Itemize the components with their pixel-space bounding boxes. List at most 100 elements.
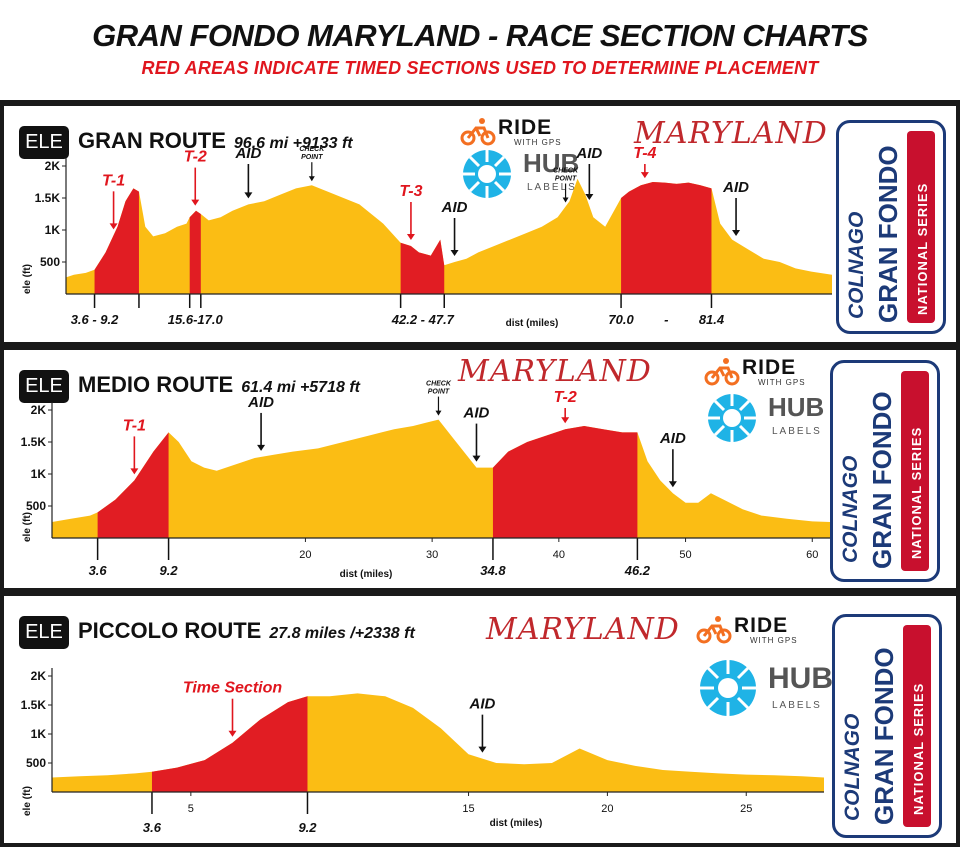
checkpoint-arrowhead-icon xyxy=(308,176,315,182)
range-label: - xyxy=(664,312,668,327)
gran-fondo-text: GRAN FONDO xyxy=(869,647,899,825)
ride-with-gps-logo: RIDE WITH GPS xyxy=(696,614,816,646)
cyclist-icon xyxy=(460,118,496,146)
y-tick-label: 500 xyxy=(40,255,60,269)
range-label: 42.2 - 47.7 xyxy=(391,312,455,327)
medio-route-panel: ELE MEDIO ROUTE 61.4 mi +5718 ft MARYLAND… xyxy=(4,350,956,588)
page-subtitle: RED AREAS INDICATE TIMED SECTIONS USED T… xyxy=(141,58,819,78)
hub-wheel-icon xyxy=(463,150,511,198)
y-tick-label: 1.5K xyxy=(21,435,47,449)
y-tick-label: 1K xyxy=(45,223,61,237)
aid-label: AID xyxy=(463,405,490,422)
x-tick-label: 30 xyxy=(426,549,438,561)
ride-logo-text: RIDE xyxy=(734,614,789,637)
timed-marker: T-1 xyxy=(102,172,125,230)
national-series-text: NATIONAL SERIES xyxy=(911,683,926,815)
timed-label: T-4 xyxy=(633,145,656,162)
range-label: 3.6 - 9.2 xyxy=(71,312,119,327)
aid-arrowhead-icon xyxy=(478,746,487,753)
y-tick-label: 2K xyxy=(31,403,47,417)
hub-logo-text: HUB xyxy=(523,148,580,178)
x-tick-label: 50 xyxy=(679,549,691,561)
timed-label: Time Section xyxy=(183,680,283,697)
page-title: GRAN FONDO MARYLAND - RACE SECTION CHART… xyxy=(92,18,868,53)
ride-logo-sub: WITH GPS xyxy=(750,636,798,645)
timed-section-area xyxy=(189,210,201,294)
route-stats: 61.4 mi +5718 ft xyxy=(241,379,360,396)
hub-logo-text: HUB xyxy=(768,392,825,422)
timed-section-area xyxy=(151,696,308,792)
ride-logo-text: RIDE xyxy=(742,356,797,379)
aid-marker: AID xyxy=(441,199,468,256)
checkpoint-label: POINT xyxy=(555,176,577,183)
aid-arrowhead-icon xyxy=(472,455,481,462)
x-tick-label: 40 xyxy=(553,549,565,561)
timed-label: T-2 xyxy=(554,389,577,406)
ride-logo-text: RIDE xyxy=(498,116,553,139)
timed-section-area xyxy=(400,239,445,294)
y-tick-label: 2K xyxy=(45,159,61,173)
x-tick-label: 60 xyxy=(806,549,818,561)
hub-logo-sub: LABELS xyxy=(772,700,822,711)
cyclist-icon xyxy=(704,358,740,386)
aid-arrowhead-icon xyxy=(244,192,253,199)
range-label: 46.2 xyxy=(624,563,651,578)
timed-section-area xyxy=(97,432,169,538)
hub-wheel-icon xyxy=(708,394,756,442)
cyclist-icon xyxy=(696,616,732,644)
timed-arrowhead-icon xyxy=(130,468,139,475)
x-tick-label: 5 xyxy=(188,803,194,815)
y-tick-label: 1K xyxy=(31,727,47,741)
aid-label: AID xyxy=(659,430,686,447)
aid-label: AID xyxy=(575,145,602,162)
route-title: MEDIO ROUTE 61.4 mi +5718 ft xyxy=(78,372,360,398)
y-axis-label: ele (ft) xyxy=(22,512,33,542)
hub-logo-text: HUB xyxy=(768,662,833,695)
hub-labels-logo: HUB LABELS xyxy=(704,390,824,450)
route-name: PICCOLO ROUTE xyxy=(78,618,262,643)
range-label: 34.8 xyxy=(480,563,506,578)
ele-badge: ELE xyxy=(19,126,69,159)
timed-label: T-2 xyxy=(184,149,207,166)
aid-arrowhead-icon xyxy=(257,444,266,451)
y-tick-label: 1.5K xyxy=(35,191,61,205)
route-stats: 96.6 mi +9133 ft xyxy=(233,135,353,152)
aid-label: AID xyxy=(469,696,496,713)
aid-marker: AID xyxy=(463,405,490,462)
aid-marker: AID xyxy=(469,696,496,753)
range-label: 81.4 xyxy=(699,312,725,327)
range-label: 9.2 xyxy=(160,563,179,578)
x-axis-label: dist (miles) xyxy=(490,818,543,829)
x-tick-label: 25 xyxy=(740,803,752,815)
hub-wheel-icon xyxy=(700,660,756,716)
y-tick-label: 500 xyxy=(26,499,46,513)
y-tick-label: 1.5K xyxy=(21,698,47,712)
timed-arrowhead-icon xyxy=(406,234,415,240)
y-tick-label: 1K xyxy=(31,467,47,481)
range-label: 15.6-17.0 xyxy=(168,312,224,327)
timed-arrowhead-icon xyxy=(561,417,570,424)
piccolo-elevation-chart: 500 1K 1.5K 2K 5 15 20 25 ele (ft) dist (miles) 3.… xyxy=(21,668,824,835)
ele-badge: ELE xyxy=(19,616,69,649)
gran-fondo-text: GRAN FONDO xyxy=(867,391,897,569)
timed-section-area xyxy=(94,188,139,294)
route-title: PICCOLO ROUTE 27.8 miles /+2338 ft xyxy=(78,618,415,644)
range-label: 3.6 xyxy=(89,563,108,578)
colnago-badge: COLNAGO GRAN FONDO NATIONAL SERIES xyxy=(836,120,946,334)
timed-marker: T-2 xyxy=(554,389,577,424)
colnago-badge: COLNAGO GRAN FONDO NATIONAL SERIES xyxy=(830,360,940,582)
aid-arrowhead-icon xyxy=(732,230,741,236)
aid-label: AID xyxy=(722,179,749,196)
x-tick-label: 15 xyxy=(462,803,474,815)
aid-marker: AID xyxy=(722,179,749,236)
ride-logo-sub: WITH GPS xyxy=(758,378,806,387)
timed-marker: T-1 xyxy=(123,417,146,475)
aid-marker: AID xyxy=(575,145,602,200)
colnago-badge-art: COLNAGO GRAN FONDO NATIONAL SERIES xyxy=(839,371,929,571)
hub-labels-logo: HUB LABELS xyxy=(696,656,833,716)
medio-elevation-chart: 500 1K 1.5K 2K 20 30 40 50 60 ele (ft) dist (miles… xyxy=(21,381,830,580)
gran-route-panel: ELE GRAN ROUTE 96.6 mi +9133 ft MARYLAND … xyxy=(4,106,956,342)
